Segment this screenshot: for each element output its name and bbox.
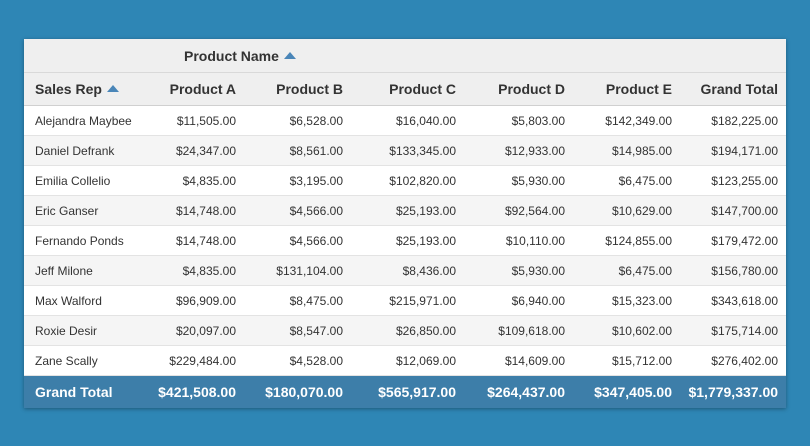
pivot-table: Product Name Sales Rep Product A Product…: [24, 39, 787, 408]
column-header-product-b[interactable]: Product B: [244, 72, 351, 106]
column-field-label: Product Name: [184, 47, 279, 64]
value-cell: $194,171.00: [680, 135, 787, 166]
value-cell: $229,484.00: [141, 345, 244, 376]
table-row: Fernando Ponds $14,748.00 $4,566.00 $25,193…: [24, 225, 787, 256]
table-row: Roxie Desir $20,097.00 $8,547.00 $26,850.00…: [24, 315, 787, 346]
value-cell: $124,855.00: [573, 225, 680, 256]
column-header-product-c[interactable]: Product C: [351, 72, 464, 106]
column-header-grand-total[interactable]: Grand Total: [680, 72, 787, 106]
sort-ascending-icon[interactable]: [283, 51, 296, 59]
value-cell: $25,193.00: [351, 225, 464, 256]
value-cell: $123,255.00: [680, 165, 787, 196]
value-cell: $12,933.00: [464, 135, 573, 166]
value-cell: $14,985.00: [573, 135, 680, 166]
value-cell: $175,714.00: [680, 315, 787, 346]
value-cell: $6,940.00: [464, 285, 573, 316]
value-cell: $4,566.00: [244, 195, 351, 226]
value-cell: $16,040.00: [351, 105, 464, 136]
grand-total-cell: $180,070.00: [244, 375, 351, 408]
sales-rep-cell: Jeff Milone: [24, 255, 141, 286]
table-row: Jeff Milone $4,835.00 $131,104.00 $8,436.00…: [24, 255, 787, 286]
column-header-product-d[interactable]: Product D: [464, 72, 573, 106]
column-header-row: Sales Rep Product A Product B Product C …: [24, 72, 787, 106]
sales-rep-cell: Daniel Defrank: [24, 135, 141, 166]
pivot-body: Alejandra Maybee $11,505.00 $6,528.00 $16,0…: [24, 105, 787, 376]
table-row: Alejandra Maybee $11,505.00 $6,528.00 $16,0…: [24, 105, 787, 136]
value-cell: $182,225.00: [680, 105, 787, 136]
value-cell: $109,618.00: [464, 315, 573, 346]
value-cell: $4,528.00: [244, 345, 351, 376]
value-cell: $5,930.00: [464, 165, 573, 196]
sales-rep-cell: Fernando Ponds: [24, 225, 141, 256]
row-field-header[interactable]: Sales Rep: [24, 72, 141, 106]
value-cell: $5,930.00: [464, 255, 573, 286]
grand-total-cell: $565,917.00: [351, 375, 464, 408]
column-header-product-e[interactable]: Product E: [573, 72, 680, 106]
value-cell: $131,104.00: [244, 255, 351, 286]
value-cell: $10,110.00: [464, 225, 573, 256]
value-cell: $15,712.00: [573, 345, 680, 376]
sales-rep-cell: Zane Scally: [24, 345, 141, 376]
value-cell: $4,835.00: [141, 255, 244, 286]
value-cell: $102,820.00: [351, 165, 464, 196]
value-cell: $96,909.00: [141, 285, 244, 316]
value-cell: $11,505.00: [141, 105, 244, 136]
column-field-header[interactable]: Product Name: [24, 39, 787, 73]
value-cell: $26,850.00: [351, 315, 464, 346]
sales-rep-cell: Max Walford: [24, 285, 141, 316]
column-header-product-a[interactable]: Product A: [141, 72, 244, 106]
value-cell: $215,971.00: [351, 285, 464, 316]
table-row: Eric Ganser $14,748.00 $4,566.00 $25,193.00…: [24, 195, 787, 226]
value-cell: $343,618.00: [680, 285, 787, 316]
grand-total-cell: $421,508.00: [141, 375, 244, 408]
value-cell: $4,835.00: [141, 165, 244, 196]
value-cell: $147,700.00: [680, 195, 787, 226]
value-cell: $8,547.00: [244, 315, 351, 346]
value-cell: $15,323.00: [573, 285, 680, 316]
value-cell: $142,349.00: [573, 105, 680, 136]
value-cell: $14,609.00: [464, 345, 573, 376]
table-row: Emilia Collelio $4,835.00 $3,195.00 $102,82…: [24, 165, 787, 196]
grand-total-row: Grand Total $421,508.00 $180,070.00 $565…: [24, 375, 787, 408]
value-cell: $179,472.00: [680, 225, 787, 256]
value-cell: $10,602.00: [573, 315, 680, 346]
value-cell: $3,195.00: [244, 165, 351, 196]
value-cell: $12,069.00: [351, 345, 464, 376]
value-cell: $8,475.00: [244, 285, 351, 316]
value-cell: $14,748.00: [141, 225, 244, 256]
table-row: Zane Scally $229,484.00 $4,528.00 $12,069.0…: [24, 345, 787, 376]
value-cell: $6,475.00: [573, 165, 680, 196]
value-cell: $14,748.00: [141, 195, 244, 226]
value-cell: $156,780.00: [680, 255, 787, 286]
sales-rep-cell: Roxie Desir: [24, 315, 141, 346]
value-cell: $8,436.00: [351, 255, 464, 286]
table-row: Daniel Defrank $24,347.00 $8,561.00 $133,34…: [24, 135, 787, 166]
sales-rep-cell: Alejandra Maybee: [24, 105, 141, 136]
value-cell: $5,803.00: [464, 105, 573, 136]
value-cell: $4,566.00: [244, 225, 351, 256]
value-cell: $276,402.00: [680, 345, 787, 376]
value-cell: $24,347.00: [141, 135, 244, 166]
grand-total-cell: $347,405.00: [573, 375, 680, 408]
value-cell: $25,193.00: [351, 195, 464, 226]
grand-total-cell: $264,437.00: [464, 375, 573, 408]
value-cell: $6,475.00: [573, 255, 680, 286]
row-field-label: Sales Rep: [35, 81, 102, 97]
pivot-grid: Product Name Sales Rep Product A Product…: [24, 39, 787, 408]
sales-rep-cell: Emilia Collelio: [24, 165, 141, 196]
value-cell: $20,097.00: [141, 315, 244, 346]
column-field-row: Product Name: [24, 39, 787, 73]
sort-ascending-icon[interactable]: [106, 85, 119, 92]
value-cell: $10,629.00: [573, 195, 680, 226]
value-cell: $133,345.00: [351, 135, 464, 166]
grand-total-label: Grand Total: [24, 375, 141, 408]
sales-rep-cell: Eric Ganser: [24, 195, 141, 226]
value-cell: $92,564.00: [464, 195, 573, 226]
grand-total-cell: $1,779,337.00: [680, 375, 787, 408]
value-cell: $6,528.00: [244, 105, 351, 136]
table-row: Max Walford $96,909.00 $8,475.00 $215,971.0…: [24, 285, 787, 316]
value-cell: $8,561.00: [244, 135, 351, 166]
